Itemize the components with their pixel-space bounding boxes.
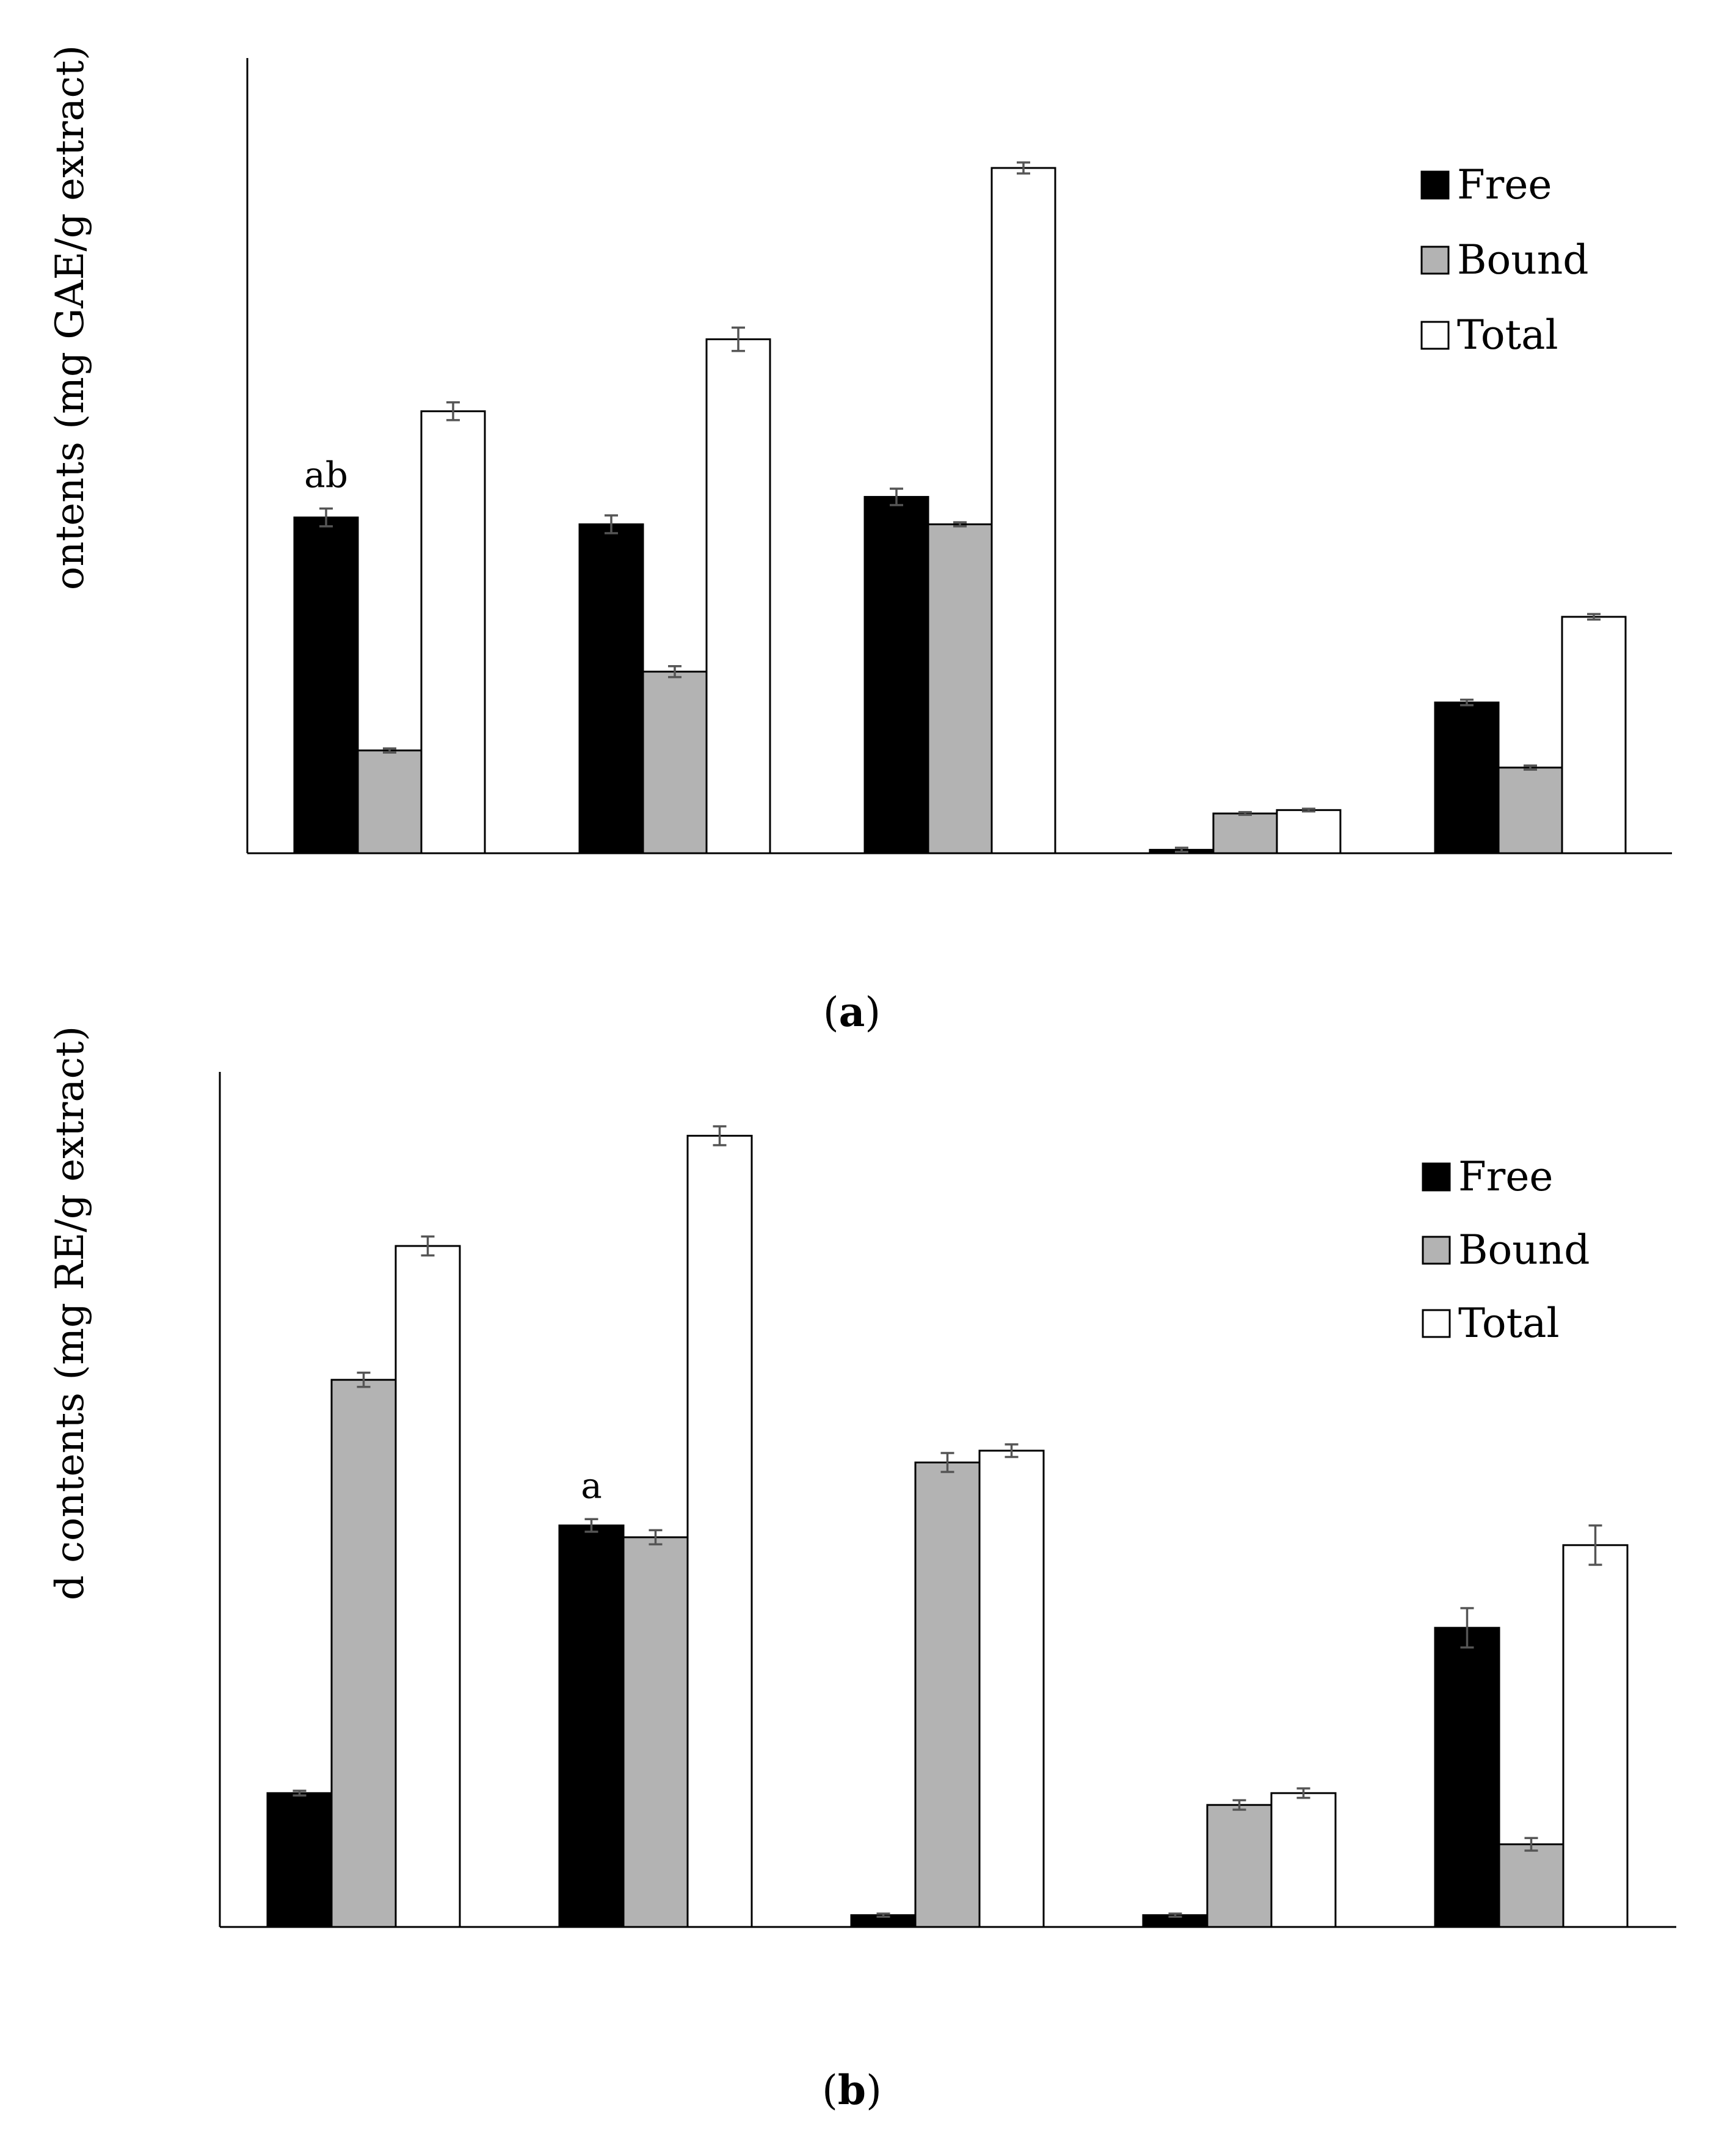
y-axis-label: ontents (mg GAE/g extract) bbox=[48, 45, 93, 590]
error-bar-bound-3 bbox=[940, 1452, 954, 1473]
error-bar-bound-4 bbox=[1238, 810, 1252, 816]
bar-total-5 bbox=[1562, 1544, 1629, 1928]
legend-item-free: Free bbox=[1422, 1153, 1553, 1200]
error-bar-bound-3 bbox=[953, 521, 967, 528]
bar-total-3 bbox=[978, 1449, 1045, 1928]
bar-bound-3 bbox=[914, 1461, 981, 1928]
caption-close: ) bbox=[865, 989, 881, 1036]
bar-free-2 bbox=[558, 1524, 625, 1928]
error-bar-bound-2 bbox=[668, 665, 681, 679]
legend-label: Free bbox=[1457, 161, 1552, 208]
legend-swatch bbox=[1420, 246, 1450, 275]
error-bar-bound-4 bbox=[1232, 1799, 1246, 1811]
error-bar-bound-1 bbox=[383, 747, 396, 754]
error-bar-free-3 bbox=[890, 487, 903, 506]
bar-total-1 bbox=[420, 410, 486, 854]
legend-item-free: Free bbox=[1420, 161, 1552, 208]
caption-letter: b bbox=[838, 2066, 866, 2114]
error-bar-free-5 bbox=[1460, 1607, 1474, 1649]
bar-free-1 bbox=[266, 1792, 333, 1928]
legend-item-total: Total bbox=[1422, 1300, 1560, 1347]
error-bar-bound-5 bbox=[1524, 764, 1537, 771]
caption-open: ( bbox=[822, 2067, 838, 2114]
error-bar-free-2 bbox=[584, 1518, 598, 1533]
error-bar-free-2 bbox=[605, 514, 618, 534]
error-bar-free-1 bbox=[319, 507, 333, 528]
bar-total-1 bbox=[394, 1245, 461, 1928]
error-bar-free-1 bbox=[293, 1790, 307, 1797]
bar-bound-4 bbox=[1212, 812, 1278, 854]
bar-total-4 bbox=[1270, 1792, 1337, 1928]
error-bar-total-2 bbox=[732, 326, 745, 352]
error-bar-total-2 bbox=[713, 1125, 727, 1146]
legend-swatch bbox=[1420, 321, 1450, 350]
error-bar-total-1 bbox=[421, 1235, 435, 1257]
bar-bound-1 bbox=[330, 1378, 397, 1928]
bar-bound-5 bbox=[1497, 767, 1563, 854]
error-bar-total-3 bbox=[1017, 161, 1030, 175]
bar-bound-5 bbox=[1498, 1843, 1565, 1928]
legend-swatch bbox=[1422, 1309, 1451, 1338]
legend-label: Bound bbox=[1458, 1226, 1590, 1273]
error-bar-total-5 bbox=[1588, 1524, 1602, 1566]
error-bar-free-4 bbox=[1175, 847, 1188, 853]
legend-item-bound: Bound bbox=[1422, 1226, 1590, 1273]
error-bar-bound-1 bbox=[357, 1371, 371, 1388]
data-annotation: ab bbox=[304, 454, 348, 496]
bar-free-3 bbox=[863, 496, 929, 854]
caption-letter: a bbox=[839, 988, 865, 1036]
bar-free-2 bbox=[578, 523, 644, 854]
error-bar-total-1 bbox=[446, 401, 460, 421]
bar-total-2 bbox=[705, 338, 771, 854]
bar-bound-1 bbox=[357, 749, 423, 854]
error-bar-bound-2 bbox=[649, 1529, 663, 1546]
chart-panel-b: d contents (mg RE/g extract) a Free Bound… bbox=[48, 1026, 1676, 2114]
bars-group: ab bbox=[293, 161, 1627, 854]
bar-total-5 bbox=[1561, 616, 1627, 854]
bar-total-2 bbox=[686, 1135, 753, 1928]
error-bar-total-5 bbox=[1587, 613, 1601, 621]
bar-bound-3 bbox=[927, 523, 993, 854]
error-bar-free-5 bbox=[1460, 698, 1474, 707]
bar-free-5 bbox=[1434, 701, 1500, 854]
data-annotation: a bbox=[581, 1465, 602, 1506]
error-bar-bound-5 bbox=[1524, 1837, 1538, 1852]
bar-bound-2 bbox=[622, 1536, 689, 1928]
bar-bound-4 bbox=[1206, 1804, 1273, 1928]
legend: Free Bound Total bbox=[1420, 161, 1589, 359]
legend-swatch bbox=[1420, 170, 1450, 200]
error-bar-total-3 bbox=[1005, 1443, 1019, 1459]
error-bar-free-4 bbox=[1168, 1912, 1182, 1918]
panel-caption: (a) bbox=[823, 988, 881, 1036]
legend-swatch bbox=[1422, 1162, 1451, 1192]
bar-free-5 bbox=[1434, 1626, 1500, 1928]
error-bar-free-3 bbox=[876, 1912, 890, 1918]
bar-total-3 bbox=[990, 167, 1056, 854]
error-bar-total-4 bbox=[1296, 1787, 1310, 1799]
caption-close: ) bbox=[866, 2067, 882, 2114]
legend-label: Total bbox=[1457, 311, 1558, 359]
legend-swatch bbox=[1422, 1236, 1451, 1265]
chart-panel-a: ontents (mg GAE/g extract) ab Free Bound T… bbox=[48, 45, 1672, 1036]
bar-bound-2 bbox=[642, 671, 708, 854]
legend: Free Bound Total bbox=[1422, 1153, 1590, 1347]
error-bar-total-4 bbox=[1302, 807, 1315, 813]
y-axis-label: d contents (mg RE/g extract) bbox=[48, 1026, 93, 1600]
bars-group: a bbox=[266, 1125, 1629, 1928]
caption-open: ( bbox=[823, 989, 839, 1036]
legend-item-bound: Bound bbox=[1420, 236, 1589, 283]
bar-free-1 bbox=[293, 516, 359, 854]
legend-label: Bound bbox=[1457, 236, 1589, 283]
legend-label: Free bbox=[1458, 1153, 1553, 1200]
panel-caption: (b) bbox=[822, 2066, 882, 2114]
legend-label: Total bbox=[1458, 1300, 1560, 1347]
bar-total-4 bbox=[1276, 809, 1342, 854]
legend-item-total: Total bbox=[1420, 311, 1558, 359]
